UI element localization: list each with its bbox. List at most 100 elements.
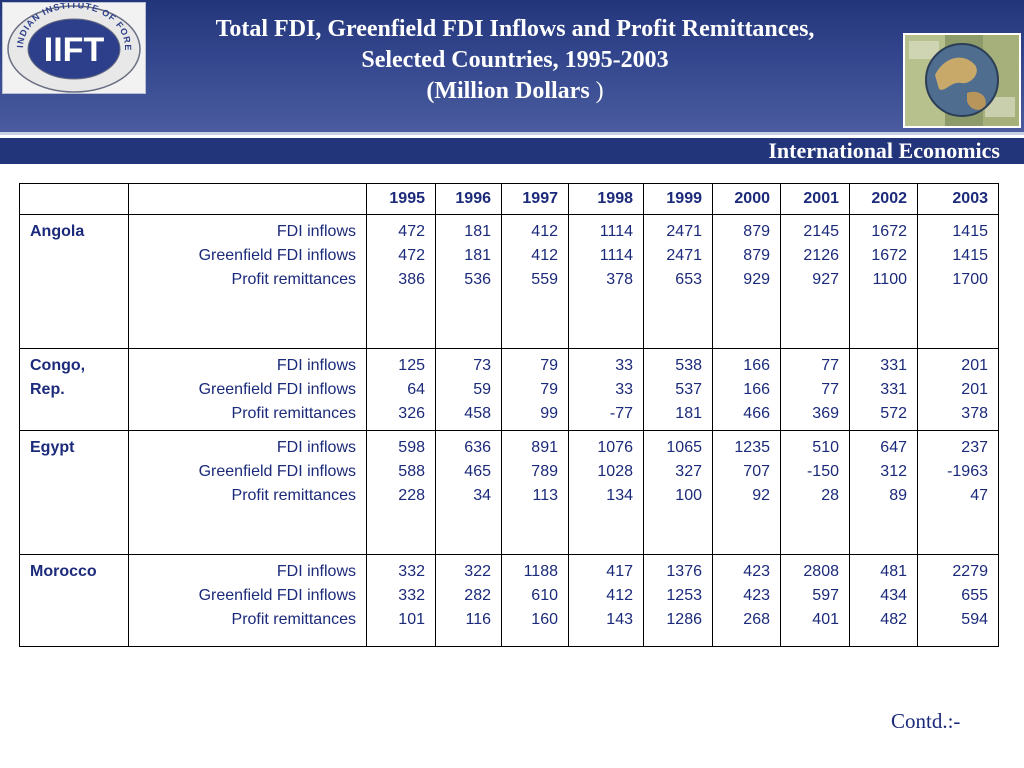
value-cell: 1376 1253 1286 xyxy=(643,554,713,647)
value: 559 xyxy=(531,271,558,288)
value: 92 xyxy=(752,487,770,504)
value-cell: 2279 655 594 xyxy=(917,554,999,647)
metric-label: Profit remittances xyxy=(231,271,356,288)
value: 34 xyxy=(473,487,491,504)
value: 465 xyxy=(464,463,491,480)
value: 134 xyxy=(606,487,633,504)
metric-label: Profit remittances xyxy=(231,405,356,422)
title-line-1: Total FDI, Greenfield FDI Inflows and Pr… xyxy=(215,16,815,42)
value: 332 xyxy=(398,563,425,580)
year-header: 2000 xyxy=(712,183,781,215)
value: 929 xyxy=(743,271,770,288)
value: 201 xyxy=(961,357,988,374)
value: 166 xyxy=(743,357,770,374)
value-cell: 598 588 228 xyxy=(366,430,436,555)
value: 879 xyxy=(743,223,770,240)
value-cell: 1415 1415 1700 xyxy=(917,214,999,349)
year-header: 1996 xyxy=(435,183,502,215)
value: 2808 xyxy=(803,563,839,580)
value: 1114 xyxy=(599,223,633,240)
value: 458 xyxy=(464,405,491,422)
value: 1253 xyxy=(666,587,702,604)
value: 1188 xyxy=(523,563,558,580)
value: -150 xyxy=(806,463,839,480)
value-cell: 79 79 99 xyxy=(501,348,569,431)
value: 181 xyxy=(464,223,491,240)
value: 33 xyxy=(615,381,633,398)
value: 412 xyxy=(606,587,633,604)
value-cell: 1235 707 92 xyxy=(712,430,781,555)
value: 1415 xyxy=(952,247,988,264)
year-header: 1999 xyxy=(643,183,713,215)
value: 927 xyxy=(812,271,839,288)
value: 2145 xyxy=(803,223,839,240)
value: 201 xyxy=(961,381,988,398)
year-header: 2001 xyxy=(780,183,850,215)
value: 369 xyxy=(812,405,839,422)
value: 59 xyxy=(473,381,491,398)
value: 64 xyxy=(407,381,425,398)
value: 1376 xyxy=(666,563,702,580)
value: 386 xyxy=(398,271,425,288)
value: 2279 xyxy=(952,563,988,580)
value: 594 xyxy=(961,611,988,628)
metric-labels-cell: FDI inflows Greenfield FDI inflows Profit … xyxy=(128,554,367,647)
value: 326 xyxy=(398,405,425,422)
value-cell: 879 879 929 xyxy=(712,214,781,349)
header-row: 1995 1996 1997 1998 1999 2000 2001 2002 2003 xyxy=(19,183,999,215)
metric-label: Greenfield FDI inflows xyxy=(198,463,356,480)
table-row: Egypt FDI inflows Greenfield FDI inflows Pr… xyxy=(19,430,999,555)
value: 588 xyxy=(398,463,425,480)
title-line-3: (Million Dollars ) xyxy=(150,76,880,107)
header-blank-cell xyxy=(19,183,129,215)
metric-label: FDI inflows xyxy=(276,223,356,240)
metric-label: FDI inflows xyxy=(276,439,356,456)
value-cell: 423 423 268 xyxy=(712,554,781,647)
value: 73 xyxy=(473,357,491,374)
value: 482 xyxy=(880,611,907,628)
value-cell: 181 181 536 xyxy=(435,214,502,349)
value: 1286 xyxy=(666,611,702,628)
value: 1415 xyxy=(952,223,988,240)
value-cell: 331 331 572 xyxy=(849,348,918,431)
value: 113 xyxy=(532,487,558,504)
course-bar: International Economics xyxy=(0,138,1024,164)
value-cell: 1065 327 100 xyxy=(643,430,713,555)
value: 331 xyxy=(880,381,907,398)
value-cell: 1114 1114 378 xyxy=(568,214,644,349)
continued-label: Contd.:- xyxy=(891,709,961,733)
year-header: 2003 xyxy=(917,183,999,215)
value: 401 xyxy=(812,611,839,628)
value: 572 xyxy=(880,405,907,422)
value: 1076 xyxy=(597,439,633,456)
value: 116 xyxy=(465,611,491,628)
value: 472 xyxy=(398,247,425,264)
header-blank-cell xyxy=(128,183,367,215)
value: 77 xyxy=(821,357,839,374)
value: 181 xyxy=(464,247,491,264)
title-line-2: Selected Countries, 1995-2003 xyxy=(361,47,669,73)
value: 28 xyxy=(821,487,839,504)
value-cell: 891 789 113 xyxy=(501,430,569,555)
value: 237 xyxy=(961,439,988,456)
year-header: 1997 xyxy=(501,183,569,215)
value: 466 xyxy=(743,405,770,422)
value-cell: 1076 1028 134 xyxy=(568,430,644,555)
value-cell: 1672 1672 1100 xyxy=(849,214,918,349)
value-cell: 417 412 143 xyxy=(568,554,644,647)
value: 879 xyxy=(743,247,770,264)
metric-label: FDI inflows xyxy=(276,357,356,374)
value: 1672 xyxy=(871,223,907,240)
value-cell: 201 201 378 xyxy=(917,348,999,431)
value: 1028 xyxy=(597,463,633,480)
value: 89 xyxy=(889,487,907,504)
value-cell: 332 332 101 xyxy=(366,554,436,647)
country-cell: Congo, Rep. xyxy=(19,348,129,431)
country-cell: Morocco xyxy=(19,554,129,647)
value: 1672 xyxy=(871,247,907,264)
value: 597 xyxy=(812,587,839,604)
value: 181 xyxy=(675,405,702,422)
value-cell: 33 33 -77 xyxy=(568,348,644,431)
country-cell: Egypt xyxy=(19,430,129,555)
header-banner xyxy=(0,0,1024,132)
